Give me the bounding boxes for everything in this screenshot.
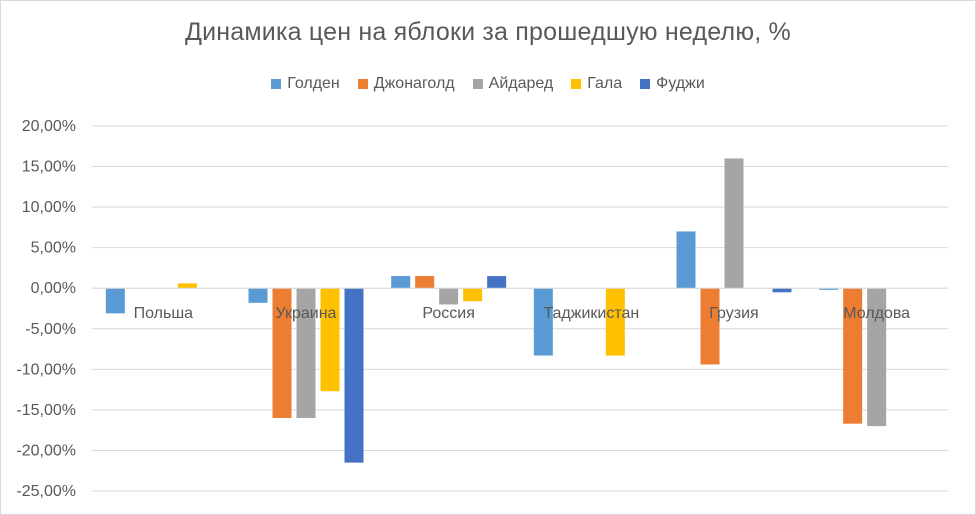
legend-item: Голден <box>271 75 340 93</box>
legend-swatch <box>472 79 483 89</box>
legend-swatch <box>357 79 368 89</box>
legend-swatch <box>640 79 651 89</box>
y-tick-label: -10,00% <box>16 361 76 378</box>
y-tick-label: 20,00% <box>22 118 76 135</box>
bar <box>700 288 720 365</box>
bar <box>344 288 364 463</box>
bar <box>605 288 625 356</box>
y-tick-label: -15,00% <box>16 402 76 419</box>
legend-item: Айдаред <box>472 75 554 93</box>
legend-swatch <box>271 79 282 89</box>
legend-label: Айдаред <box>488 75 554 92</box>
bar <box>463 288 483 302</box>
category-label: Таджикистан <box>543 305 639 322</box>
bar <box>177 283 197 289</box>
bar <box>105 288 125 314</box>
legend-item: Фуджи <box>640 75 705 93</box>
bar <box>843 288 863 424</box>
bar <box>724 158 744 289</box>
chart-legend: Голден Джонаголд Айдаред Гала Фуджи <box>0 75 976 93</box>
y-tick-label: -25,00% <box>16 483 76 500</box>
bar <box>296 288 316 418</box>
y-tick-label: 10,00% <box>22 199 76 216</box>
bar <box>320 288 340 392</box>
legend-swatch <box>571 79 582 89</box>
bar <box>487 276 507 289</box>
bar <box>439 288 459 305</box>
category-label: Польша <box>134 305 194 322</box>
y-tick-label: -5,00% <box>25 321 76 338</box>
bar <box>272 288 292 418</box>
y-tick-label: 0,00% <box>31 280 76 297</box>
bar <box>819 288 839 290</box>
bar <box>415 276 435 289</box>
category-label: Украина <box>276 305 337 322</box>
bar <box>772 288 792 293</box>
legend-label: Джонаголд <box>373 75 455 92</box>
bar <box>676 231 696 289</box>
bar <box>867 288 887 427</box>
legend-label: Гала <box>587 75 623 92</box>
legend-label: Фуджи <box>656 75 705 92</box>
y-tick-label: -20,00% <box>16 442 76 459</box>
y-tick-label: 5,00% <box>31 240 76 257</box>
chart-title: Динамика цен на яблоки за прошедшую неде… <box>185 18 791 46</box>
legend-label: Голден <box>287 75 340 92</box>
bar <box>248 288 268 303</box>
bar <box>533 288 553 356</box>
bar <box>391 276 411 289</box>
legend-item: Гала <box>571 75 622 93</box>
y-tick-label: 15,00% <box>22 159 76 176</box>
category-label: Россия <box>422 305 474 322</box>
category-label: Грузия <box>709 305 758 322</box>
category-label: Молдова <box>843 305 910 322</box>
legend-item: Джонаголд <box>357 75 455 93</box>
